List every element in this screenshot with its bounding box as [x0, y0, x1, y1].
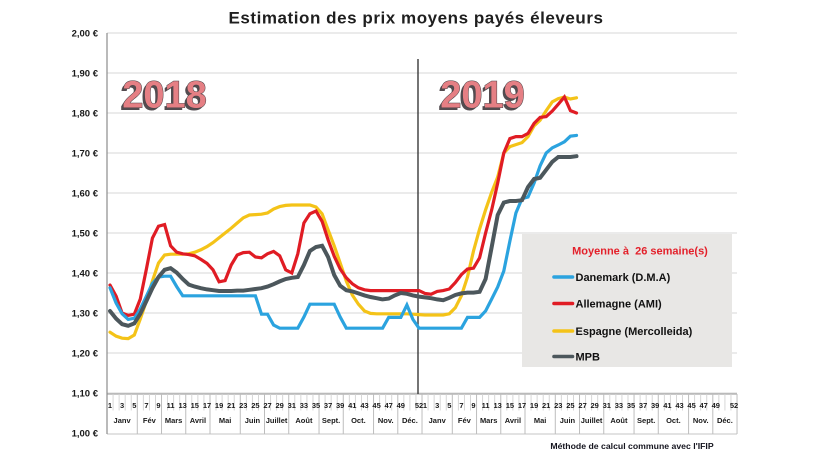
- svg-text:21: 21: [227, 401, 235, 410]
- svg-text:52: 52: [415, 401, 423, 410]
- svg-text:MPB: MPB: [576, 352, 601, 364]
- svg-text:Oct.: Oct.: [666, 416, 681, 425]
- svg-text:11: 11: [482, 401, 490, 410]
- svg-text:31: 31: [288, 401, 296, 410]
- svg-text:1,90 €: 1,90 €: [72, 68, 99, 79]
- svg-text:17: 17: [518, 401, 526, 410]
- svg-text:2018: 2018: [122, 75, 207, 117]
- svg-text:17: 17: [203, 401, 211, 410]
- svg-text:2019: 2019: [440, 75, 525, 117]
- svg-text:33: 33: [300, 401, 308, 410]
- svg-text:Déc.: Déc.: [402, 416, 418, 425]
- svg-text:1,60 €: 1,60 €: [72, 188, 99, 199]
- svg-text:9: 9: [156, 401, 160, 410]
- svg-text:2019: 2019: [438, 77, 523, 119]
- svg-text:25: 25: [251, 401, 259, 410]
- svg-text:5: 5: [132, 401, 136, 410]
- svg-text:Mars: Mars: [165, 416, 183, 425]
- svg-text:Janv: Janv: [114, 416, 132, 425]
- svg-text:3: 3: [435, 401, 439, 410]
- svg-text:Juin: Juin: [560, 416, 576, 425]
- svg-text:Mai: Mai: [219, 416, 232, 425]
- svg-text:41: 41: [663, 401, 671, 410]
- svg-text:Août: Août: [610, 416, 628, 425]
- svg-text:Sept.: Sept.: [637, 416, 655, 425]
- svg-text:45: 45: [372, 401, 380, 410]
- svg-text:Estimation des prix moyens pay: Estimation des prix moyens payés éleveur…: [229, 9, 604, 28]
- svg-text:31: 31: [603, 401, 611, 410]
- svg-text:19: 19: [215, 401, 223, 410]
- svg-text:49: 49: [397, 401, 405, 410]
- svg-text:37: 37: [324, 401, 332, 410]
- svg-text:27: 27: [578, 401, 586, 410]
- svg-text:9: 9: [471, 401, 475, 410]
- svg-text:1,50 €: 1,50 €: [72, 228, 99, 239]
- svg-text:1,20 €: 1,20 €: [72, 348, 99, 359]
- svg-text:29: 29: [591, 401, 599, 410]
- svg-text:Fév: Fév: [458, 416, 472, 425]
- svg-text:39: 39: [336, 401, 344, 410]
- svg-text:Août: Août: [295, 416, 313, 425]
- svg-text:Juillet: Juillet: [581, 416, 603, 425]
- svg-text:47: 47: [385, 401, 393, 410]
- svg-text:3: 3: [120, 401, 124, 410]
- svg-text:33: 33: [615, 401, 623, 410]
- svg-text:Déc.: Déc.: [717, 416, 733, 425]
- svg-text:35: 35: [627, 401, 635, 410]
- svg-text:Espagne (Mercolleida): Espagne (Mercolleida): [576, 326, 693, 338]
- svg-text:37: 37: [639, 401, 647, 410]
- svg-text:45: 45: [687, 401, 695, 410]
- svg-text:1: 1: [423, 401, 427, 410]
- svg-text:23: 23: [239, 401, 247, 410]
- svg-text:Mai: Mai: [534, 416, 547, 425]
- svg-text:2,00 €: 2,00 €: [72, 28, 99, 39]
- svg-text:25: 25: [566, 401, 574, 410]
- svg-text:1,70 €: 1,70 €: [72, 148, 99, 159]
- svg-text:Mars: Mars: [480, 416, 498, 425]
- svg-text:47: 47: [700, 401, 708, 410]
- svg-text:39: 39: [651, 401, 659, 410]
- svg-text:19: 19: [530, 401, 538, 410]
- svg-text:7: 7: [459, 401, 463, 410]
- svg-text:49: 49: [712, 401, 720, 410]
- svg-text:1: 1: [108, 401, 112, 410]
- svg-text:Avril: Avril: [190, 416, 206, 425]
- svg-text:Fév: Fév: [143, 416, 157, 425]
- svg-text:Allemagne (AMI): Allemagne (AMI): [576, 299, 663, 311]
- svg-text:15: 15: [191, 401, 199, 410]
- svg-text:1,00 €: 1,00 €: [72, 428, 99, 439]
- svg-text:1,40 €: 1,40 €: [72, 268, 99, 279]
- svg-text:Avril: Avril: [505, 416, 521, 425]
- svg-text:7: 7: [144, 401, 148, 410]
- svg-text:21: 21: [542, 401, 550, 410]
- svg-text:Nov.: Nov.: [378, 416, 394, 425]
- svg-text:Méthode de calcul commune avec: Méthode de calcul commune avec l'IFIP: [550, 441, 714, 451]
- svg-text:1,30 €: 1,30 €: [72, 308, 99, 319]
- svg-text:43: 43: [675, 401, 683, 410]
- svg-text:5: 5: [447, 401, 451, 410]
- svg-text:Juin: Juin: [245, 416, 261, 425]
- svg-text:1,80 €: 1,80 €: [72, 108, 99, 119]
- svg-text:Moyenne à 26 semaine(s): Moyenne à 26 semaine(s): [572, 246, 708, 258]
- svg-text:15: 15: [506, 401, 514, 410]
- svg-text:23: 23: [554, 401, 562, 410]
- svg-text:13: 13: [179, 401, 187, 410]
- svg-text:52: 52: [730, 401, 738, 410]
- svg-text:43: 43: [360, 401, 368, 410]
- svg-text:Janv: Janv: [429, 416, 447, 425]
- svg-text:1,10 €: 1,10 €: [72, 388, 99, 399]
- svg-text:Oct.: Oct.: [351, 416, 366, 425]
- svg-text:2018: 2018: [120, 77, 205, 119]
- svg-text:11: 11: [167, 401, 175, 410]
- svg-text:13: 13: [494, 401, 502, 410]
- svg-text:Sept.: Sept.: [322, 416, 340, 425]
- svg-text:41: 41: [348, 401, 356, 410]
- svg-text:35: 35: [312, 401, 320, 410]
- svg-text:29: 29: [276, 401, 284, 410]
- svg-text:Danemark (D.M.A): Danemark (D.M.A): [576, 272, 671, 284]
- svg-text:27: 27: [263, 401, 271, 410]
- svg-text:Nov.: Nov.: [693, 416, 709, 425]
- svg-text:Juillet: Juillet: [266, 416, 288, 425]
